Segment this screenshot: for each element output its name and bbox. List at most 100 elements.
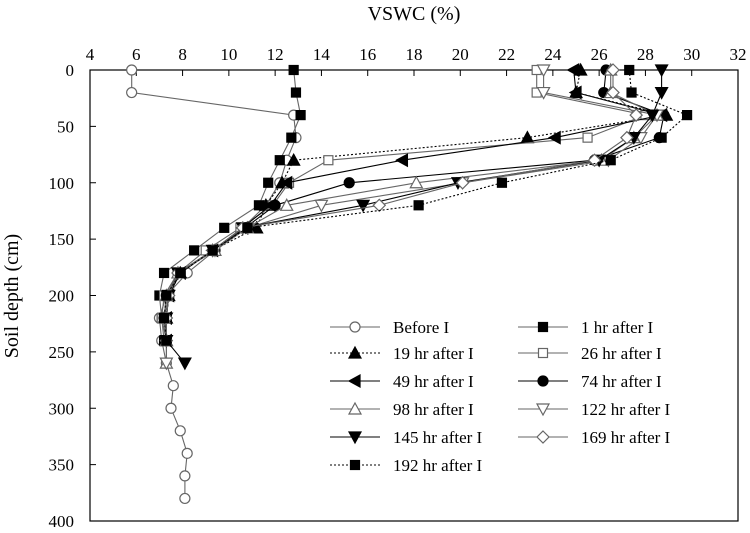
series-26-hr-after-i: [156, 64, 651, 346]
legend-entry: 145 hr after I: [330, 428, 483, 447]
data-point: [323, 155, 334, 166]
legend-marker: [537, 321, 549, 333]
x-tick-label: 20: [452, 45, 469, 64]
x-tick-label: 32: [730, 45, 747, 64]
data-point: [409, 175, 424, 189]
legend-label: 145 hr after I: [393, 428, 483, 447]
data-point: [656, 132, 667, 143]
legend-marker: [347, 401, 363, 415]
y-tick-label: 200: [49, 287, 75, 306]
data-point: [126, 64, 138, 76]
data-point: [681, 109, 693, 121]
data-point: [286, 152, 301, 166]
data-point: [181, 447, 193, 459]
legend-entry: 49 hr after I: [330, 372, 474, 391]
data-point: [288, 64, 299, 76]
legend-label: 192 hr after I: [393, 456, 483, 475]
data-point: [606, 63, 620, 77]
data-point: [158, 312, 170, 324]
data-point: [295, 109, 306, 121]
legend-entry: 26 hr after I: [518, 344, 662, 363]
data-point: [167, 380, 179, 392]
x-tick-label: 26: [591, 45, 608, 64]
data-point: [279, 175, 293, 190]
data-point: [620, 130, 634, 145]
data-point: [161, 290, 172, 301]
legend-label: 169 hr after I: [581, 428, 671, 447]
y-tick-label: 300: [49, 399, 75, 418]
y-tick-label: 50: [57, 117, 74, 136]
data-point: [496, 177, 508, 188]
data-point: [165, 402, 177, 414]
data-point: [413, 200, 424, 211]
data-point: [175, 267, 186, 279]
y-axis-title: Soil depth (cm): [1, 234, 23, 358]
x-tick-label: 10: [220, 45, 237, 64]
series-1-hr-after-i: [154, 64, 306, 346]
data-point: [654, 86, 669, 100]
x-tick-label: 30: [683, 45, 700, 64]
legend-marker: [536, 430, 550, 444]
x-tick-label: 4: [86, 45, 95, 64]
legend-entry: 192 hr after I: [330, 456, 483, 475]
x-tick-label: 6: [132, 45, 141, 64]
series-line: [131, 70, 297, 499]
data-point: [179, 470, 191, 482]
data-point: [372, 198, 387, 213]
data-point: [177, 357, 192, 371]
x-tick-label: 16: [359, 45, 376, 64]
series-line: [161, 70, 648, 341]
legend-entry: 169 hr after I: [518, 428, 671, 447]
x-tick-label: 14: [313, 45, 331, 64]
series-before-i: [126, 64, 302, 505]
series-192-hr-after-i: [158, 64, 693, 346]
data-point: [159, 357, 174, 371]
data-point: [605, 155, 616, 166]
data-point: [566, 62, 580, 78]
legend-entry: 98 hr after I: [330, 400, 474, 419]
data-point: [274, 155, 285, 166]
data-point: [242, 222, 253, 233]
data-point: [158, 267, 170, 279]
legend-label: 26 hr after I: [581, 344, 662, 363]
legend-entry: 1 hr after I: [518, 318, 654, 337]
legend-entry: 74 hr after I: [518, 372, 662, 391]
y-tick-label: 250: [49, 343, 75, 362]
series-line: [163, 69, 689, 341]
data-point: [263, 177, 274, 188]
legend-marker: [349, 321, 361, 333]
data-point: [174, 425, 186, 437]
data-point: [606, 85, 620, 100]
x-tick-label: 12: [267, 45, 284, 64]
legend-label: 98 hr after I: [393, 400, 474, 419]
x-tick-label: 18: [406, 45, 423, 64]
data-point: [126, 86, 138, 99]
x-tick-label: 24: [544, 45, 562, 64]
y-tick-label: 400: [49, 512, 75, 528]
x-tick-label: 8: [178, 45, 187, 64]
data-point: [536, 64, 551, 78]
data-point: [161, 335, 172, 346]
data-point: [536, 86, 551, 100]
series-49-hr-after-i: [159, 62, 668, 348]
legend-label: 49 hr after I: [393, 372, 474, 391]
data-point: [582, 132, 593, 143]
data-point: [279, 198, 294, 211]
data-point: [568, 85, 582, 100]
x-tick-label: 22: [498, 45, 515, 64]
series-line: [165, 70, 637, 341]
legend-marker: [349, 459, 361, 471]
legend-marker: [347, 431, 363, 445]
data-point: [343, 177, 355, 189]
data-point: [626, 87, 637, 98]
x-tick-label: 28: [637, 45, 654, 64]
data-point: [179, 492, 191, 505]
data-point: [395, 153, 409, 168]
data-point: [290, 87, 302, 98]
data-point: [629, 108, 644, 122]
data-point: [269, 199, 281, 211]
y-tick-label: 350: [49, 456, 75, 475]
data-point: [314, 199, 329, 213]
